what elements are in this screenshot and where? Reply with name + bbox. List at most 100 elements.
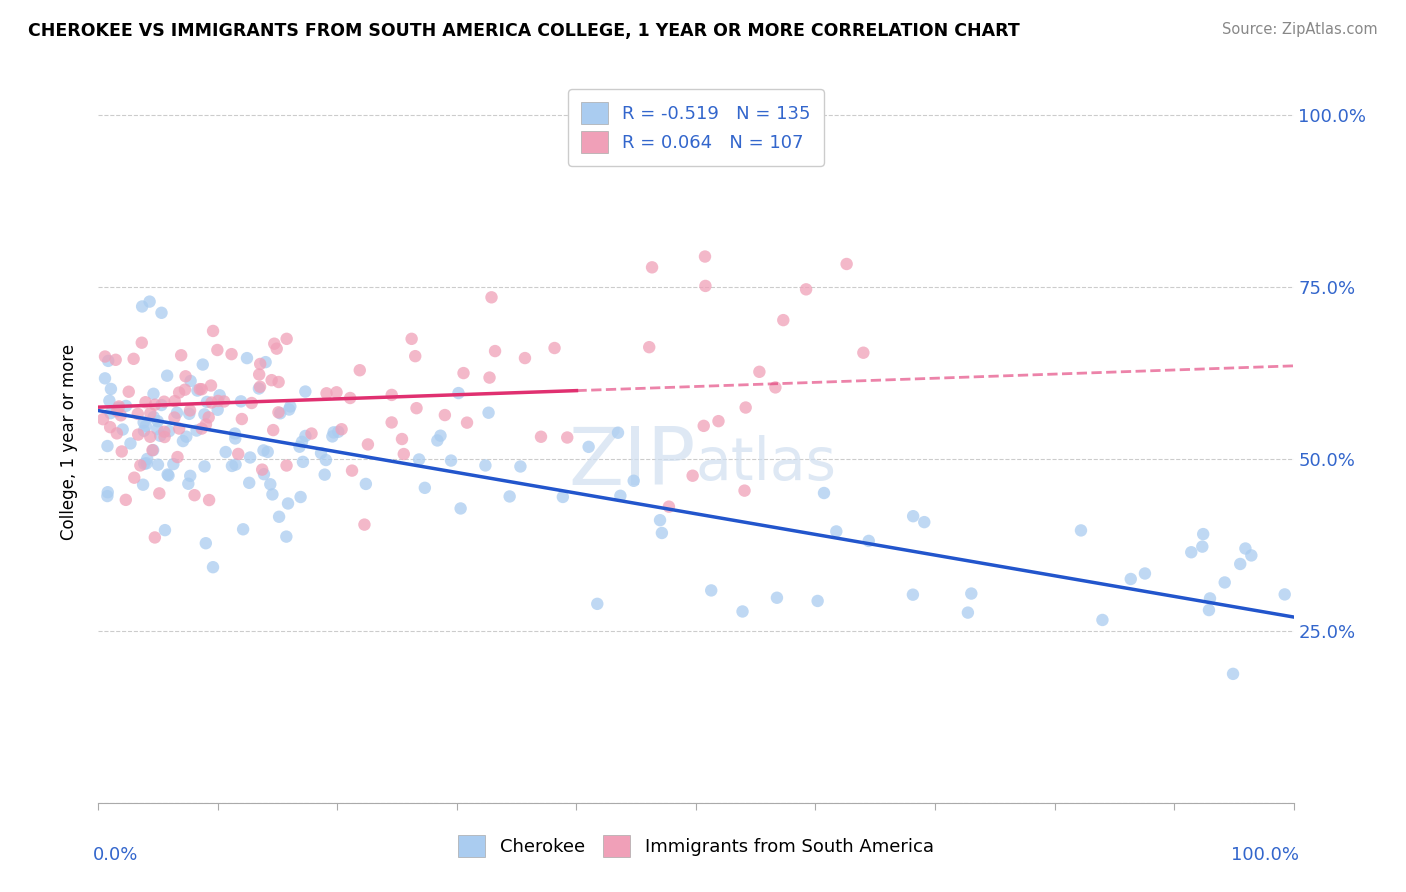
Point: [134, 395, 156, 409]
Point: [174, 369, 197, 384]
Point: [98, 420, 121, 434]
Point: [260, 373, 283, 387]
Point: [267, 405, 290, 419]
Point: [1234, 541, 1257, 556]
Point: [513, 351, 536, 365]
Point: [772, 313, 794, 327]
Point: [731, 605, 754, 619]
Text: CHEROKEE VS IMMIGRANTS FROM SOUTH AMERICA COLLEGE, 1 YEAR OR MORE CORRELATION CH: CHEROKEE VS IMMIGRANTS FROM SOUTH AMERIC…: [28, 22, 1019, 40]
Point: [825, 524, 848, 539]
Point: [197, 410, 219, 425]
Y-axis label: College, 1 year or more: College, 1 year or more: [59, 343, 77, 540]
Point: [623, 474, 645, 488]
Point: [267, 375, 290, 389]
Text: Source: ZipAtlas.com: Source: ZipAtlas.com: [1222, 22, 1378, 37]
Point: [794, 282, 817, 296]
Point: [142, 386, 165, 401]
Point: [956, 606, 979, 620]
Point: [315, 453, 337, 467]
Point: [294, 384, 316, 399]
Point: [259, 477, 281, 491]
Point: [156, 368, 179, 383]
Point: [135, 456, 157, 470]
Point: [100, 382, 122, 396]
Point: [609, 489, 631, 503]
Point: [266, 342, 288, 356]
Point: [115, 399, 138, 413]
Point: [960, 586, 983, 600]
Point: [766, 591, 789, 605]
Point: [104, 352, 127, 367]
Point: [198, 493, 221, 508]
Point: [172, 434, 194, 448]
Point: [429, 428, 451, 442]
Point: [835, 257, 858, 271]
Point: [693, 418, 716, 433]
Point: [707, 414, 730, 428]
Point: [153, 430, 176, 444]
Point: [607, 425, 630, 440]
Point: [153, 425, 176, 439]
Point: [190, 382, 212, 396]
Point: [484, 344, 506, 359]
Point: [357, 437, 380, 451]
Point: [186, 424, 208, 438]
Point: [163, 394, 186, 409]
Point: [232, 522, 254, 536]
Point: [98, 393, 121, 408]
Point: [193, 408, 215, 422]
Point: [143, 531, 166, 545]
Point: [1119, 572, 1142, 586]
Point: [453, 366, 475, 380]
Text: 100.0%: 100.0%: [1232, 847, 1299, 864]
Point: [224, 426, 246, 441]
Point: [269, 406, 291, 420]
Point: [309, 446, 332, 460]
Point: [240, 396, 263, 410]
Point: [105, 404, 128, 418]
Point: [391, 432, 413, 446]
Point: [162, 457, 184, 471]
Point: [478, 370, 501, 384]
Point: [174, 383, 197, 397]
Point: [111, 444, 134, 458]
Point: [138, 294, 160, 309]
Point: [194, 536, 217, 550]
Point: [447, 386, 470, 401]
Point: [651, 526, 673, 541]
Point: [179, 403, 201, 417]
Point: [207, 343, 229, 357]
Point: [1191, 540, 1213, 554]
Point: [195, 395, 218, 409]
Point: [301, 426, 323, 441]
Point: [641, 260, 664, 275]
Point: [166, 406, 188, 420]
Point: [180, 374, 202, 388]
Point: [1199, 591, 1222, 606]
Point: [291, 434, 314, 449]
Point: [143, 398, 166, 412]
Point: [247, 368, 270, 382]
Point: [1222, 666, 1244, 681]
Point: [202, 324, 225, 338]
Point: [100, 406, 122, 420]
Point: [401, 332, 423, 346]
Point: [456, 416, 478, 430]
Point: [114, 492, 136, 507]
Point: [166, 450, 188, 464]
Point: [201, 560, 224, 574]
Point: [224, 432, 246, 446]
Point: [111, 423, 134, 437]
Point: [127, 427, 149, 442]
Point: [129, 458, 152, 473]
Point: [132, 477, 155, 491]
Point: [858, 533, 880, 548]
Point: [141, 443, 163, 458]
Point: [254, 355, 277, 369]
Point: [229, 394, 252, 409]
Point: [330, 422, 353, 436]
Point: [167, 385, 190, 400]
Point: [179, 468, 201, 483]
Point: [276, 530, 298, 544]
Point: [433, 408, 456, 422]
